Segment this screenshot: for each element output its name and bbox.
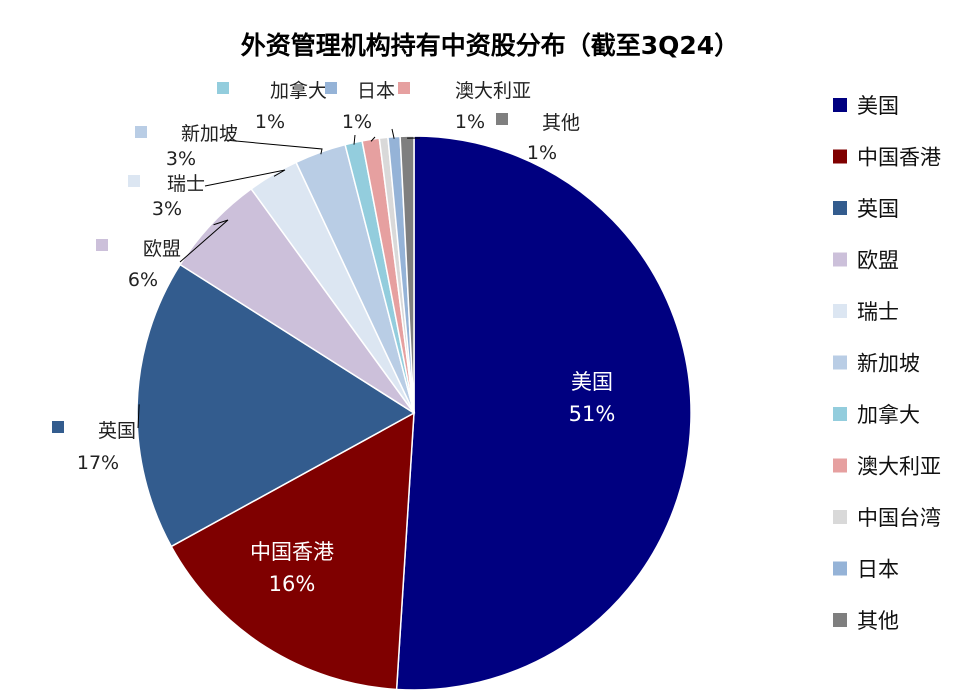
slice-1-label: 中国香港 (250, 540, 334, 564)
slice-10 (399, 135, 415, 414)
legend-label-9: 日本 (857, 558, 899, 582)
slice-3-value: 6% (128, 269, 158, 291)
legend-swatch-9 (833, 561, 847, 576)
slice-3-leader (179, 219, 229, 263)
legend-label-7: 澳大利亚 (857, 455, 941, 479)
chart-title: 外资管理机构持有中资股分布（截至3Q24） (241, 31, 739, 60)
legend-swatch-2 (833, 201, 847, 215)
legend-label-1: 中国香港 (857, 146, 941, 170)
slice-6-value: 1% (255, 111, 285, 133)
slice-10-label-marker (496, 113, 508, 125)
slice-9-leader (391, 128, 395, 139)
pie-slices (136, 135, 692, 691)
slice-6-label-marker (217, 82, 229, 94)
legend-label-3: 欧盟 (857, 249, 899, 273)
legend-swatch-8 (833, 510, 847, 524)
legend-swatch-3 (833, 252, 847, 267)
slice-2-label-marker (52, 421, 64, 433)
slice-4-value: 3% (152, 198, 182, 220)
slice-5-label: 新加坡 (181, 123, 238, 145)
legend-swatch-5 (833, 355, 847, 370)
slice-4-label-marker (128, 175, 140, 187)
slice-2 (136, 263, 416, 548)
slice-1-value: 16% (269, 572, 316, 596)
legend-label-4: 瑞士 (857, 300, 899, 324)
legend-label-10: 其他 (857, 609, 899, 633)
slice-0 (395, 135, 692, 691)
slice-5-leader (224, 139, 323, 155)
slice-1 (170, 411, 415, 691)
legend-label-5: 新加坡 (857, 352, 920, 376)
legend-label-0: 美国 (857, 94, 899, 118)
slice-3-label: 欧盟 (143, 238, 181, 260)
slice-0-label: 美国 (571, 370, 613, 394)
slice-7-label: 澳大利亚 (455, 80, 531, 102)
slice-9-value: 1% (342, 111, 372, 133)
legend-label-8: 中国台湾 (857, 506, 941, 530)
legend-label-2: 英国 (857, 197, 899, 221)
slice-3-label-marker (96, 239, 108, 251)
slice-7-leader (370, 136, 376, 142)
slice-5-label-marker (135, 126, 147, 138)
slice-10-label: 其他 (542, 112, 580, 134)
legend-swatch-6 (833, 407, 847, 421)
slice-7-value: 1% (455, 111, 485, 133)
slice-10-value: 1% (527, 142, 557, 164)
legend-label-6: 加拿大 (857, 403, 920, 427)
legend-swatch-0 (833, 98, 847, 112)
slice-2-leader (137, 404, 140, 429)
slice-5-value: 3% (166, 148, 196, 170)
slice-2-value: 17% (77, 452, 119, 474)
slice-7-label-marker (398, 82, 410, 94)
slice-6-label: 加拿大 (270, 79, 327, 102)
legend-swatch-10 (833, 613, 847, 627)
slice-6-leader (353, 134, 356, 145)
legend-swatch-4 (833, 304, 847, 318)
slice-9-label-marker (325, 82, 337, 94)
slice-4-label: 瑞士 (167, 173, 205, 195)
leader-lines (137, 128, 421, 429)
slice-0-value: 51% (569, 402, 616, 426)
slice-labels: 美国 51% 中国香港 16% 英国 17% 欧盟 6% 瑞士 3% 新加坡 3% 加拿大 1% 澳大利亚 1… (52, 79, 615, 596)
legend-swatch-1 (833, 149, 847, 164)
legend-swatch-7 (833, 458, 847, 473)
slice-2-label: 英国 (98, 420, 136, 442)
slice-9-label: 日本 (357, 80, 395, 102)
slice-4-leader (204, 169, 286, 187)
